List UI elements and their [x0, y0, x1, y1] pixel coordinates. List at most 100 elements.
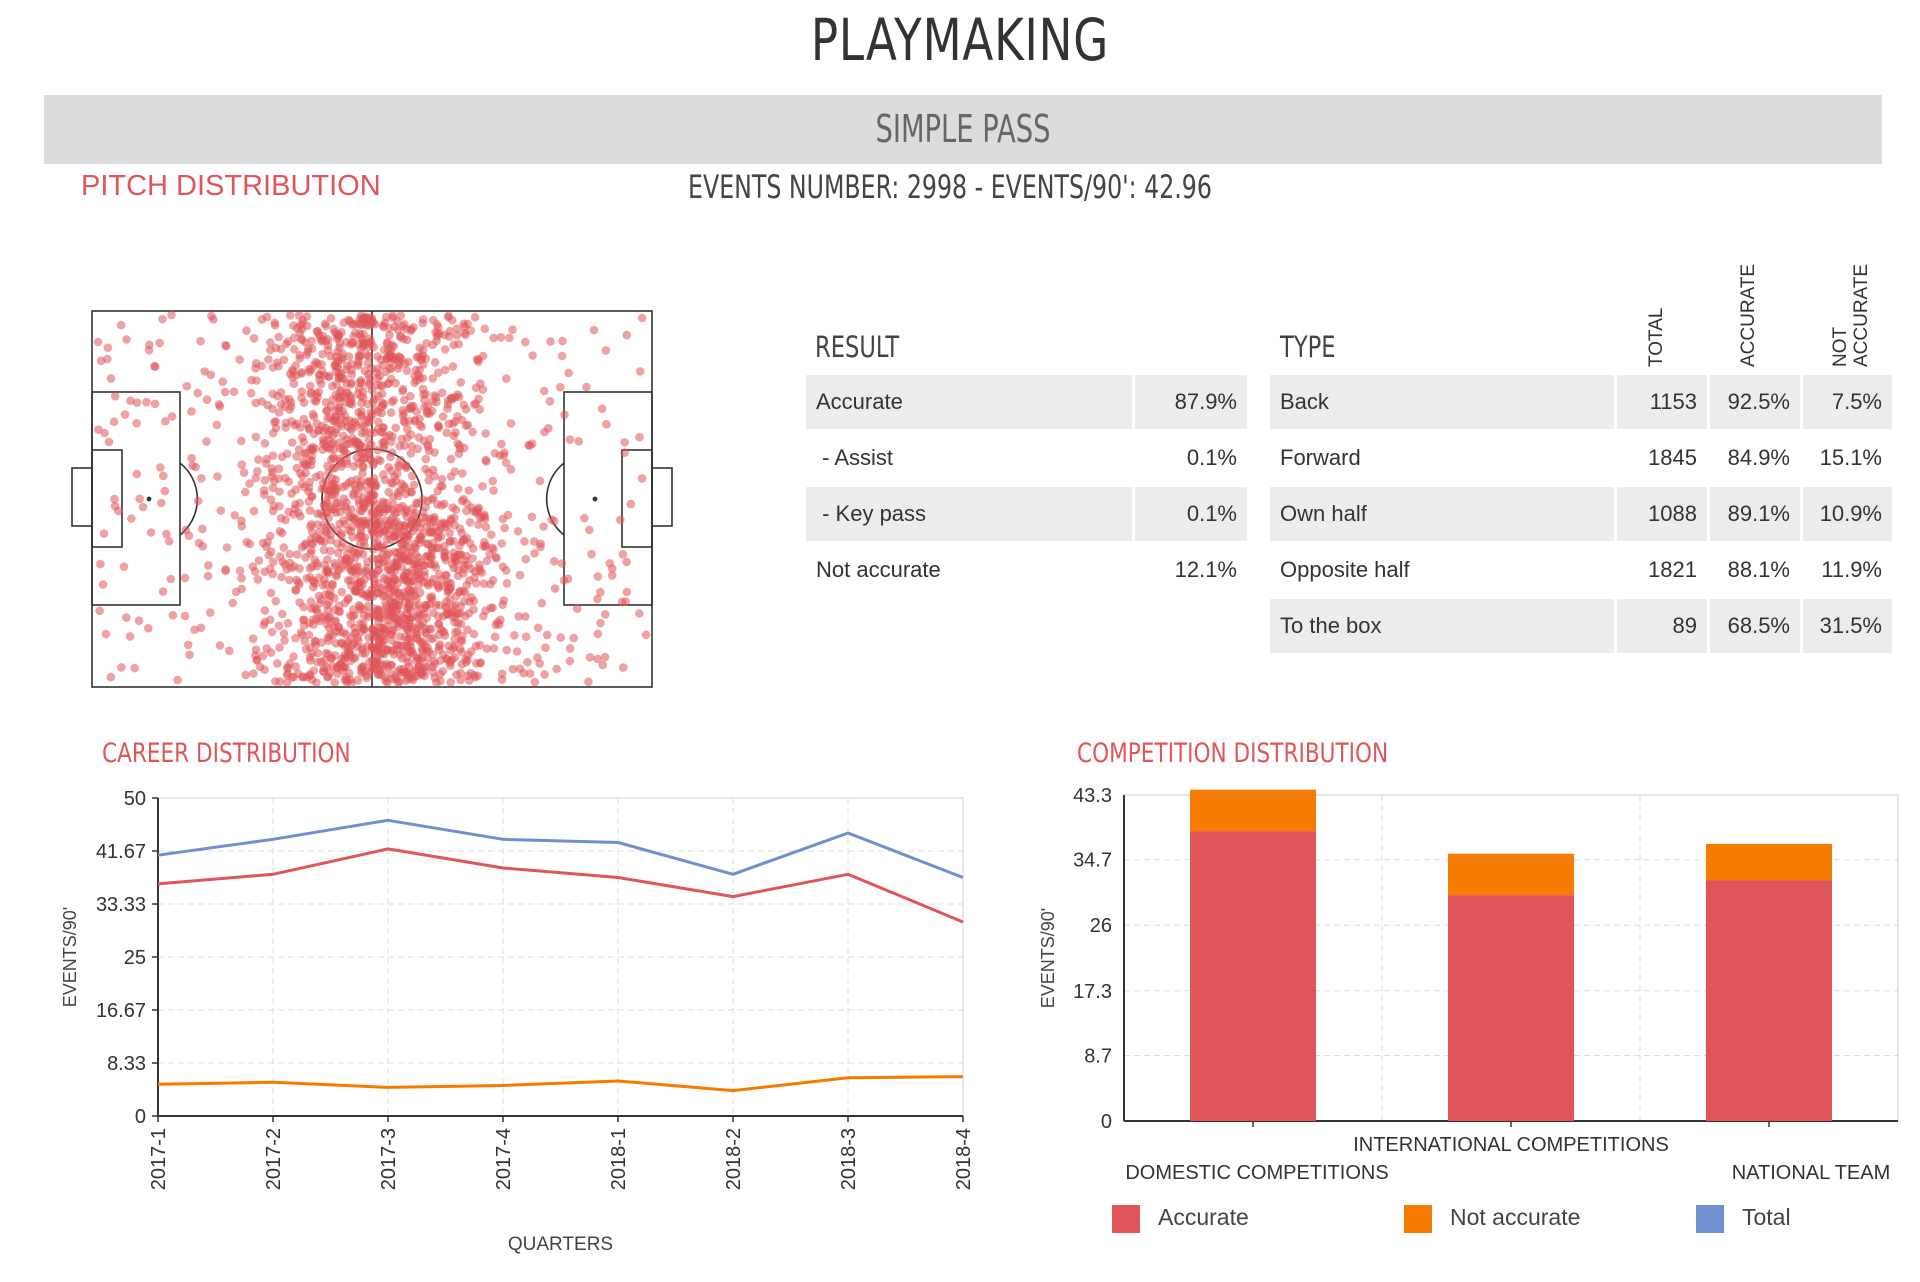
pass-event-dot — [187, 407, 196, 416]
pass-event-dot — [427, 624, 436, 634]
pass-event-dot — [382, 498, 392, 508]
pass-event-dot — [510, 631, 519, 640]
pass-event-dot — [358, 387, 368, 396]
pass-event-dot — [425, 527, 435, 537]
pass-event-dot — [512, 647, 522, 656]
pass-event-dot — [362, 563, 372, 573]
result-row-label: Accurate — [806, 375, 1132, 429]
pass-event-dot — [387, 364, 396, 373]
pass-event-dot — [618, 663, 628, 672]
legend-item[interactable]: Not accurate — [1404, 1202, 1580, 1233]
pass-event-dot — [326, 314, 336, 323]
pass-event-dot — [540, 670, 549, 679]
pass-event-dot — [425, 593, 435, 602]
pitch-heatmap — [71, 310, 673, 688]
pass-event-dot — [343, 506, 352, 515]
pass-event-dot — [331, 428, 341, 437]
pass-event-dot — [420, 624, 430, 634]
pass-event-dot — [100, 428, 109, 438]
y-tick-label: 25 — [124, 947, 146, 969]
pass-event-dot — [360, 591, 370, 600]
x-axis-label: QUARTERS — [508, 1234, 613, 1255]
pass-event-dot — [452, 324, 462, 333]
pass-event-dot — [490, 632, 500, 642]
pass-event-dot — [379, 541, 389, 551]
pass-event-dot — [295, 354, 304, 363]
pass-event-dot — [399, 613, 408, 622]
pass-event-dot — [266, 588, 276, 598]
pass-event-dot — [466, 326, 476, 335]
pass-event-dot — [249, 669, 258, 678]
pass-event-dot — [259, 486, 269, 495]
pass-event-dot — [249, 334, 259, 343]
pass-event-dot — [478, 482, 487, 491]
pass-event-dot — [460, 556, 470, 565]
pass-event-dot — [279, 543, 289, 552]
pass-event-dot — [360, 649, 370, 658]
pass-event-dot — [558, 336, 567, 346]
pass-event-dot — [346, 619, 356, 628]
pass-event-dot — [261, 459, 271, 468]
pass-event-dot — [541, 643, 550, 652]
series-line-accurate — [157, 847, 964, 924]
pass-event-dot — [563, 574, 573, 584]
pass-event-dot — [338, 349, 348, 358]
pass-event-dot — [173, 675, 182, 685]
pass-event-dot — [342, 379, 352, 388]
pass-event-dot — [106, 672, 116, 682]
pass-event-dot — [249, 506, 259, 516]
pass-event-dot — [356, 332, 366, 341]
pass-event-dot — [336, 444, 345, 453]
pass-event-dot — [164, 537, 174, 546]
y-tick-label: 33.33 — [96, 894, 146, 916]
pass-event-dot — [207, 311, 216, 321]
pass-event-dot — [521, 554, 531, 564]
pass-event-dot — [194, 538, 204, 548]
pass-event-dot — [395, 332, 405, 342]
type-row-not-accurate: 11.9% — [1821, 557, 1882, 582]
pass-event-dot — [379, 345, 389, 355]
legend-item[interactable]: Total — [1696, 1202, 1791, 1233]
pass-event-dot — [160, 486, 170, 496]
pass-event-dot — [519, 668, 528, 678]
pass-event-dot — [438, 412, 448, 421]
pass-event-dot — [416, 532, 425, 542]
pass-event-dot — [96, 356, 106, 366]
pass-event-dot — [565, 644, 575, 653]
pass-event-dot — [467, 647, 476, 656]
legend-label: Total — [1742, 1204, 1791, 1230]
pass-event-dot — [326, 522, 336, 532]
pass-event-dot — [399, 551, 408, 561]
pass-event-dot — [382, 312, 391, 322]
pass-event-dot — [229, 387, 239, 396]
x-tick-label: 2018-4 — [953, 1128, 970, 1190]
pass-event-dot — [598, 660, 607, 670]
pass-event-dot — [312, 419, 322, 428]
pass-event-dot — [181, 525, 191, 535]
pass-event-dot — [162, 529, 171, 539]
pass-event-dot — [309, 666, 319, 675]
pass-event-dot — [253, 467, 262, 476]
pass-event-dot — [421, 552, 431, 562]
pass-event-dot — [323, 567, 333, 576]
pass-event-dot — [304, 425, 314, 434]
pass-event-dot — [346, 656, 356, 666]
pass-event-dot — [387, 466, 396, 476]
pass-event-dot — [120, 410, 130, 419]
pass-event-dot — [94, 425, 103, 434]
pass-event-dot — [421, 464, 430, 474]
pass-event-dot — [497, 439, 506, 449]
pass-event-dot — [306, 381, 315, 391]
pass-event-dot — [216, 506, 226, 515]
pass-event-dot — [333, 548, 343, 558]
pass-event-dot — [560, 410, 569, 419]
pass-event-dot — [430, 448, 439, 457]
pass-event-dot — [274, 332, 283, 342]
pass-event-dot — [95, 606, 104, 616]
pass-event-dot — [335, 393, 345, 402]
legend-item[interactable]: Accurate — [1112, 1202, 1249, 1233]
type-row-accurate: 88.1% — [1727, 557, 1790, 582]
pass-event-dot — [127, 514, 136, 523]
pass-event-dot — [366, 455, 376, 465]
pass-event-dot — [374, 417, 383, 427]
